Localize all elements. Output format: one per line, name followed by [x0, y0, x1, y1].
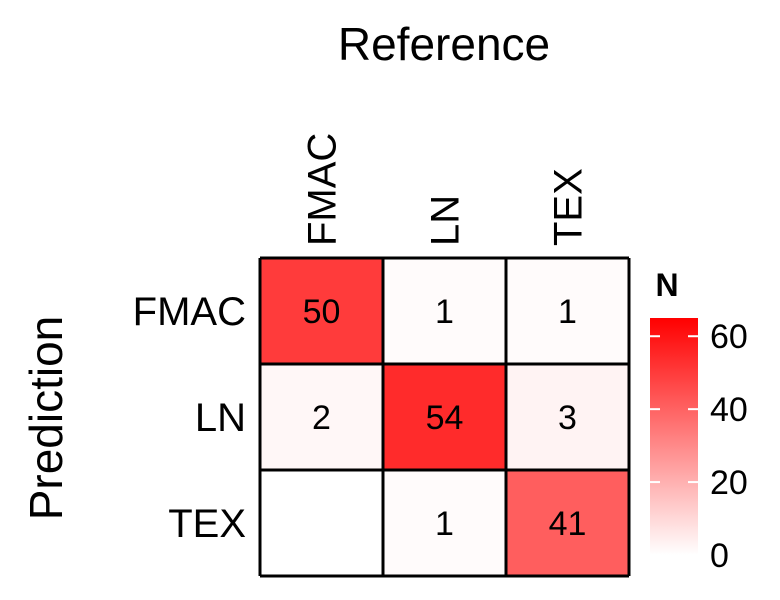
column-tick-label: LN — [424, 195, 468, 246]
row-tick-label: TEX — [168, 502, 246, 546]
row-tick-labels: FMAC LN TEX — [133, 290, 246, 546]
y-axis-title: Prediction — [20, 316, 72, 521]
cell-value-label: 1 — [558, 293, 577, 331]
heatmap-cell-labels: 50 1 1 2 54 3 1 41 — [303, 293, 587, 543]
column-tick-label: FMAC — [301, 133, 345, 246]
cell-value-label: 54 — [426, 399, 464, 437]
heatmap-cell-fmac-tex — [506, 258, 629, 364]
heatmap-cell-tex-fmac — [260, 470, 383, 576]
heatmap-cells — [260, 258, 629, 576]
cell-value-label: 1 — [435, 293, 454, 331]
color-legend: N 0 20 40 60 — [650, 267, 748, 575]
heatmap-cell-ln-fmac — [260, 364, 383, 470]
cell-value-label: 1 — [435, 505, 454, 543]
legend-ticks: 0 20 40 60 — [650, 318, 748, 575]
column-tick-label: TEX — [547, 168, 591, 246]
heatmap-cell-tex-ln — [383, 470, 506, 576]
x-axis-title: Reference — [338, 18, 550, 70]
cell-value-label: 50 — [303, 293, 341, 331]
cell-value-label: 3 — [558, 399, 577, 437]
legend-tick-label: 0 — [710, 537, 729, 575]
legend-tick-label: 60 — [710, 318, 748, 356]
heatmap-cell-ln-ln — [383, 364, 506, 470]
cell-value-label: 41 — [549, 505, 587, 543]
row-tick-label: LN — [195, 396, 246, 440]
legend-tick-label: 40 — [710, 391, 748, 429]
legend-title: N — [655, 267, 678, 303]
heatmap-cell-fmac-ln — [383, 258, 506, 364]
cell-grid — [258, 256, 631, 578]
heatmap-cell-ln-tex — [506, 364, 629, 470]
cell-value-label: 2 — [312, 399, 331, 437]
legend-colorbar — [650, 318, 698, 555]
heatmap-cell-tex-tex — [506, 470, 629, 576]
row-tick-label: FMAC — [133, 290, 246, 334]
column-tick-labels: FMAC LN TEX — [301, 133, 591, 246]
heatmap-cell-fmac-fmac — [260, 258, 383, 364]
legend-tick-label: 20 — [710, 464, 748, 502]
